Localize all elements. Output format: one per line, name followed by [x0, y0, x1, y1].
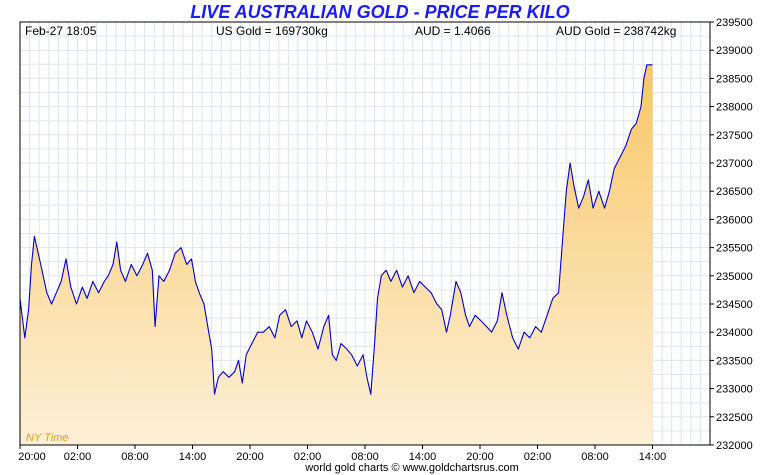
x-tick-label: 02:00 [294, 451, 322, 463]
y-tick-label: 234500 [716, 299, 753, 311]
y-tick-label: 237000 [716, 158, 753, 170]
x-tick-label: 14:00 [639, 451, 667, 463]
x-tick-label: 20:00 [466, 451, 494, 463]
x-tick-label: 14:00 [409, 451, 437, 463]
price-line [19, 64, 653, 395]
y-tick-label: 233000 [716, 384, 753, 396]
y-tick-label: 234000 [716, 327, 753, 339]
y-tick-label: 232500 [716, 412, 753, 424]
chart-title: LIVE AUSTRALIAN GOLD - PRICE PER KILO [190, 2, 569, 22]
y-tick-label: 239000 [716, 45, 753, 57]
x-tick-label: 14:00 [179, 451, 207, 463]
x-tick-label: 20:00 [18, 451, 46, 463]
header-datetime: Feb-27 18:05 [25, 24, 97, 38]
x-tick-label: 08:00 [351, 451, 379, 463]
footer-credit: world gold charts © www.goldchartsrus.co… [304, 462, 519, 474]
x-tick-label: 20:00 [236, 451, 264, 463]
x-tick-label: 02:00 [524, 451, 552, 463]
header-aud-rate: AUD = 1.4066 [415, 24, 491, 38]
header-us-gold: US Gold = 169730kg [216, 24, 328, 38]
x-axis: 20:00 02:00 08:00 14:00 20:00 02:00 08:00 14:00… [18, 445, 666, 463]
y-tick-label: 233500 [716, 355, 753, 367]
y-tick-label: 238500 [716, 73, 753, 85]
x-tick-label: 08:00 [581, 451, 609, 463]
price-area-fill [20, 64, 653, 446]
y-tick-label: 232000 [716, 440, 753, 452]
y-axis: 232000 232500 233000 233500 234000 234500 2350… [710, 17, 753, 452]
y-tick-label: 236500 [716, 186, 753, 198]
y-tick-label: 238000 [716, 102, 753, 114]
header-aud-gold: AUD Gold = 238742kg [556, 24, 676, 38]
x-tick-label: 02:00 [64, 451, 92, 463]
y-tick-label: 235000 [716, 271, 753, 283]
y-tick-label: 237500 [716, 130, 753, 142]
y-tick-label: 236000 [716, 214, 753, 226]
y-tick-label: 239500 [716, 17, 753, 29]
ny-time-label: NY Time [26, 432, 69, 444]
y-tick-label: 235500 [716, 243, 753, 255]
x-tick-label: 08:00 [121, 451, 149, 463]
